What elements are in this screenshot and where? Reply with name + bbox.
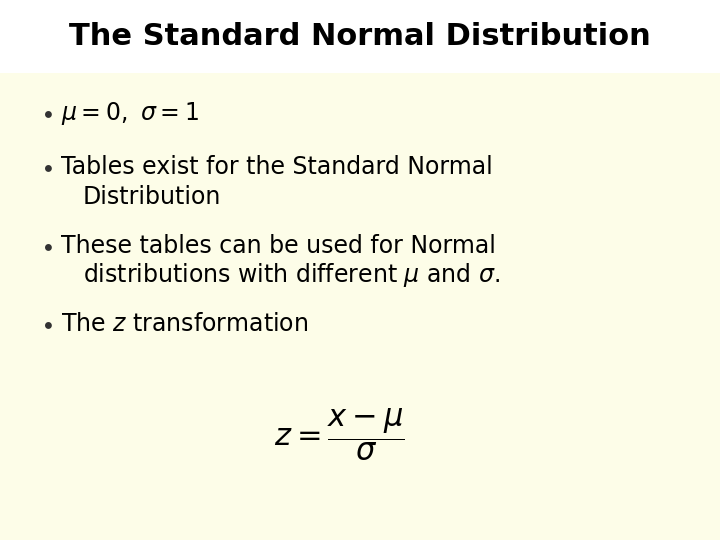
Text: Tables exist for the Standard Normal: Tables exist for the Standard Normal [61, 156, 493, 179]
Text: $\bullet$: $\bullet$ [40, 156, 53, 179]
Text: $\mu= 0,\ \sigma= 1$: $\mu= 0,\ \sigma= 1$ [61, 100, 199, 127]
Text: $\bullet$: $\bullet$ [40, 102, 53, 125]
Text: distributions with different $\mu$ and $\sigma$.: distributions with different $\mu$ and $… [83, 261, 500, 289]
Text: $z = \dfrac{x - \mu}{\sigma}$: $z = \dfrac{x - \mu}{\sigma}$ [274, 407, 404, 463]
Text: Distribution: Distribution [83, 185, 221, 209]
Text: $\bullet$: $\bullet$ [40, 312, 53, 336]
Text: These tables can be used for Normal: These tables can be used for Normal [61, 234, 496, 258]
FancyBboxPatch shape [0, 73, 720, 540]
Text: The Standard Normal Distribution: The Standard Normal Distribution [69, 22, 651, 51]
FancyBboxPatch shape [0, 0, 720, 73]
Text: The $z$ transformation: The $z$ transformation [61, 312, 309, 336]
Text: $\bullet$: $\bullet$ [40, 234, 53, 258]
